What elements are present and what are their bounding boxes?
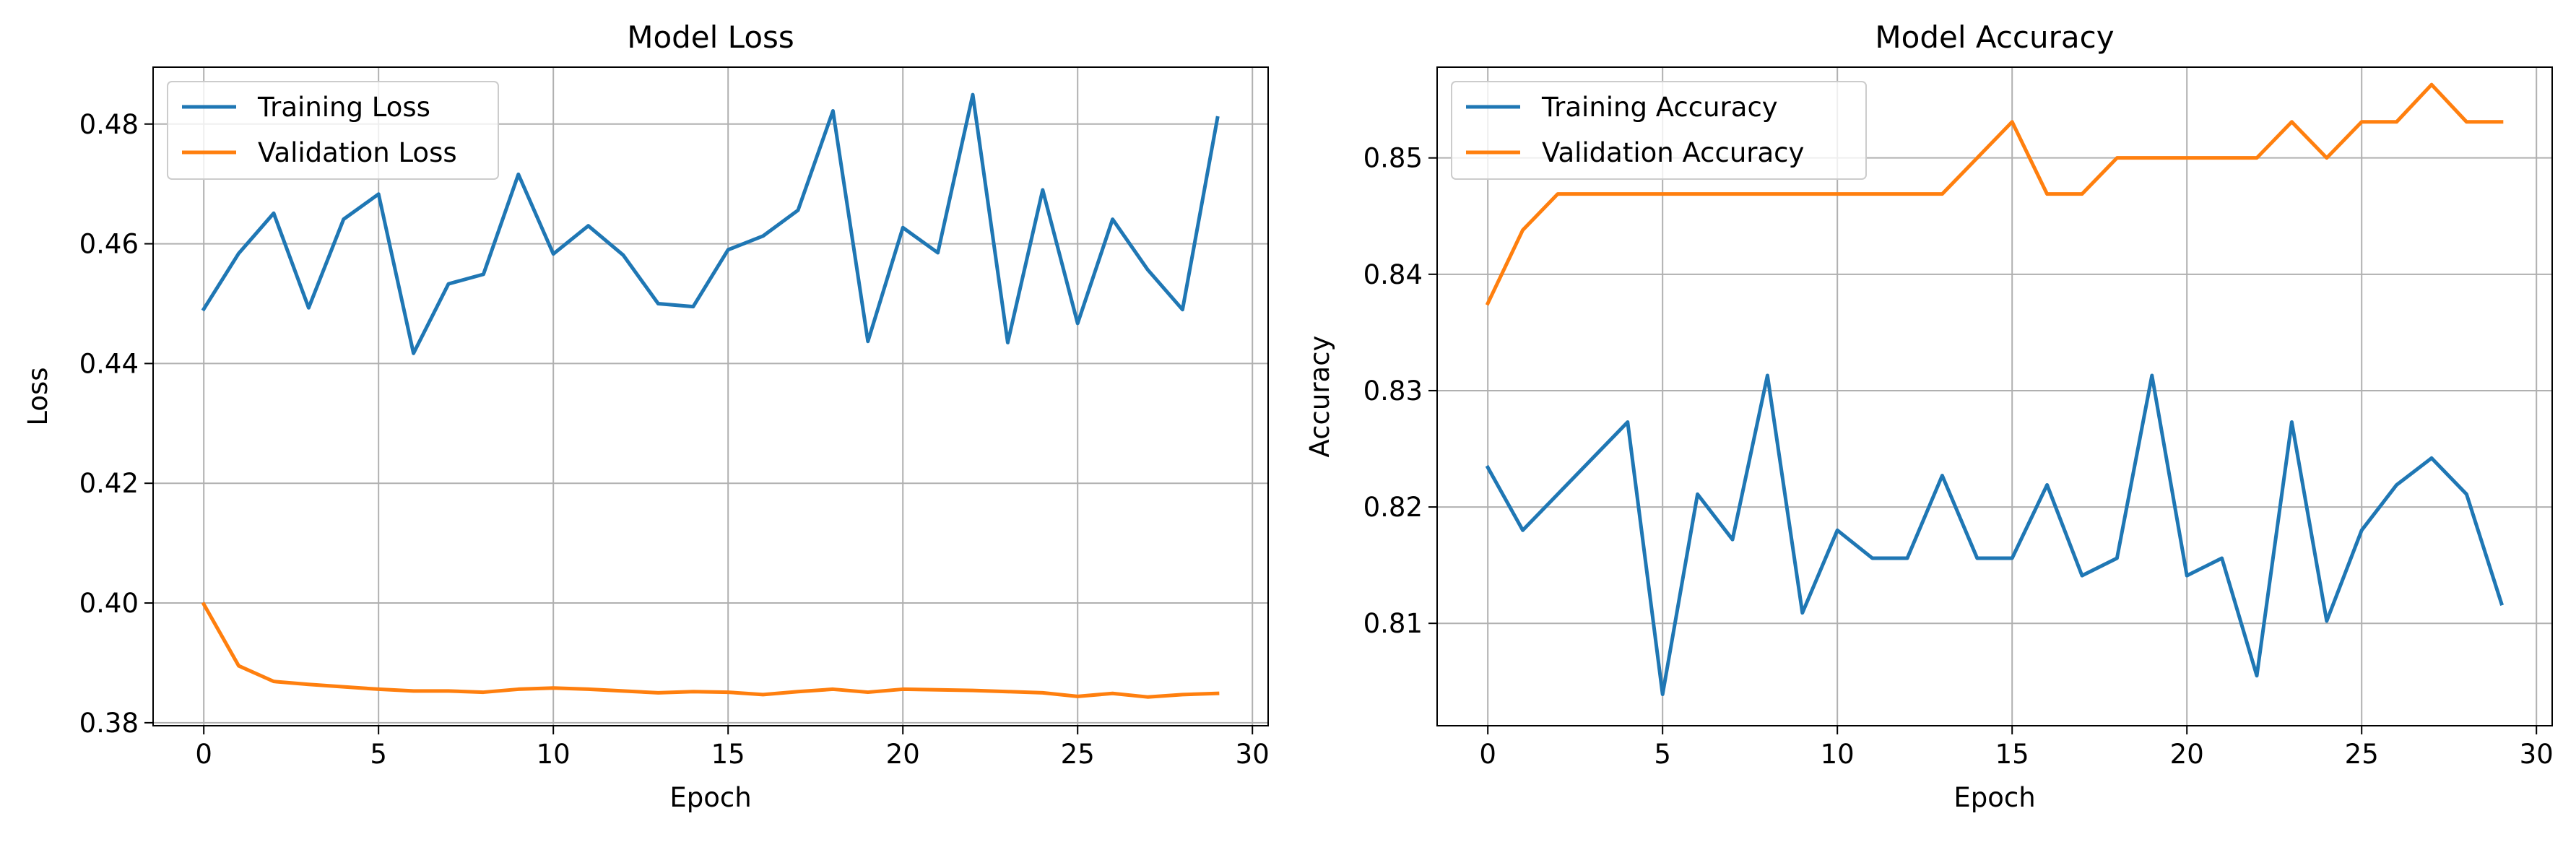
loss-legend: Training Loss Validation Loss — [167, 81, 499, 180]
loss-series-training-loss — [201, 92, 1220, 355]
loss-legend-label: Training Loss — [257, 92, 430, 123]
loss-plot-frame — [152, 66, 1269, 726]
loss-chart-title: Model Loss — [627, 19, 794, 55]
loss-x-tick-label: 30 — [1236, 739, 1270, 770]
accuracy-x-tick-label: 15 — [1995, 739, 2029, 770]
loss-x-tick-label: 10 — [537, 739, 571, 770]
accuracy-x-axis-label: Epoch — [1953, 782, 2035, 813]
accuracy-x-tick-label: 10 — [1821, 739, 1855, 770]
loss-y-tick-label: 0.40 — [79, 588, 139, 619]
loss-legend-label: Validation Loss — [258, 137, 457, 168]
loss-y-tick-label: 0.38 — [79, 708, 139, 739]
accuracy-y-tick-label: 0.82 — [1363, 492, 1423, 523]
accuracy-chart: 0 5 10 15 20 25 30 0.81 0.82 0.83 0.84 0.85 Model Ac… — [1304, 19, 2554, 813]
accuracy-y-tick-label: 0.83 — [1363, 376, 1423, 407]
accuracy-x-tick-label: 5 — [1654, 739, 1671, 770]
accuracy-x-tick-label: 20 — [2170, 739, 2204, 770]
loss-y-tick-label: 0.42 — [79, 468, 139, 499]
accuracy-y-tick-label: 0.84 — [1363, 259, 1423, 290]
loss-x-tick-label: 0 — [195, 739, 212, 770]
accuracy-legend-label: Validation Accuracy — [1542, 137, 1804, 168]
loss-x-tick-label: 25 — [1061, 739, 1095, 770]
accuracy-legend-box — [1451, 81, 1867, 180]
loss-x-axis-label: Epoch — [669, 782, 751, 813]
accuracy-x-tick-label: 30 — [2520, 739, 2554, 770]
loss-chart: 0 5 10 15 20 25 30 0.38 0.40 0.42 0.44 0.46 0.48 Mode… — [22, 19, 1270, 813]
loss-x-tick-label: 20 — [886, 739, 920, 770]
accuracy-x-tick-label: 0 — [1479, 739, 1496, 770]
accuracy-y-tick-label: 0.85 — [1363, 143, 1423, 174]
loss-y-tick-label: 0.48 — [79, 109, 139, 140]
loss-x-tick-label: 5 — [370, 739, 387, 770]
loss-y-tick-label: 0.46 — [79, 229, 139, 260]
accuracy-chart-title: Model Accuracy — [1875, 19, 2114, 55]
accuracy-legend-label: Training Accuracy — [1541, 92, 1778, 123]
accuracy-y-axis-label: Accuracy — [1304, 336, 1335, 458]
loss-series-validation-loss — [201, 602, 1220, 699]
accuracy-y-tick-label: 0.81 — [1363, 608, 1423, 639]
loss-y-axis-label: Loss — [22, 367, 53, 425]
accuracy-x-tick-label: 25 — [2345, 739, 2379, 770]
loss-legend-box — [167, 81, 499, 180]
accuracy-legend: Training Accuracy Validation Accuracy — [1451, 81, 1867, 180]
loss-x-tick-label: 15 — [711, 739, 745, 770]
loss-y-tick-label: 0.44 — [79, 348, 139, 379]
accuracy-series-training-accuracy — [1485, 373, 2504, 696]
accuracy-series-validation-accuracy — [1485, 82, 2504, 306]
accuracy-plot-frame — [1436, 66, 2553, 726]
